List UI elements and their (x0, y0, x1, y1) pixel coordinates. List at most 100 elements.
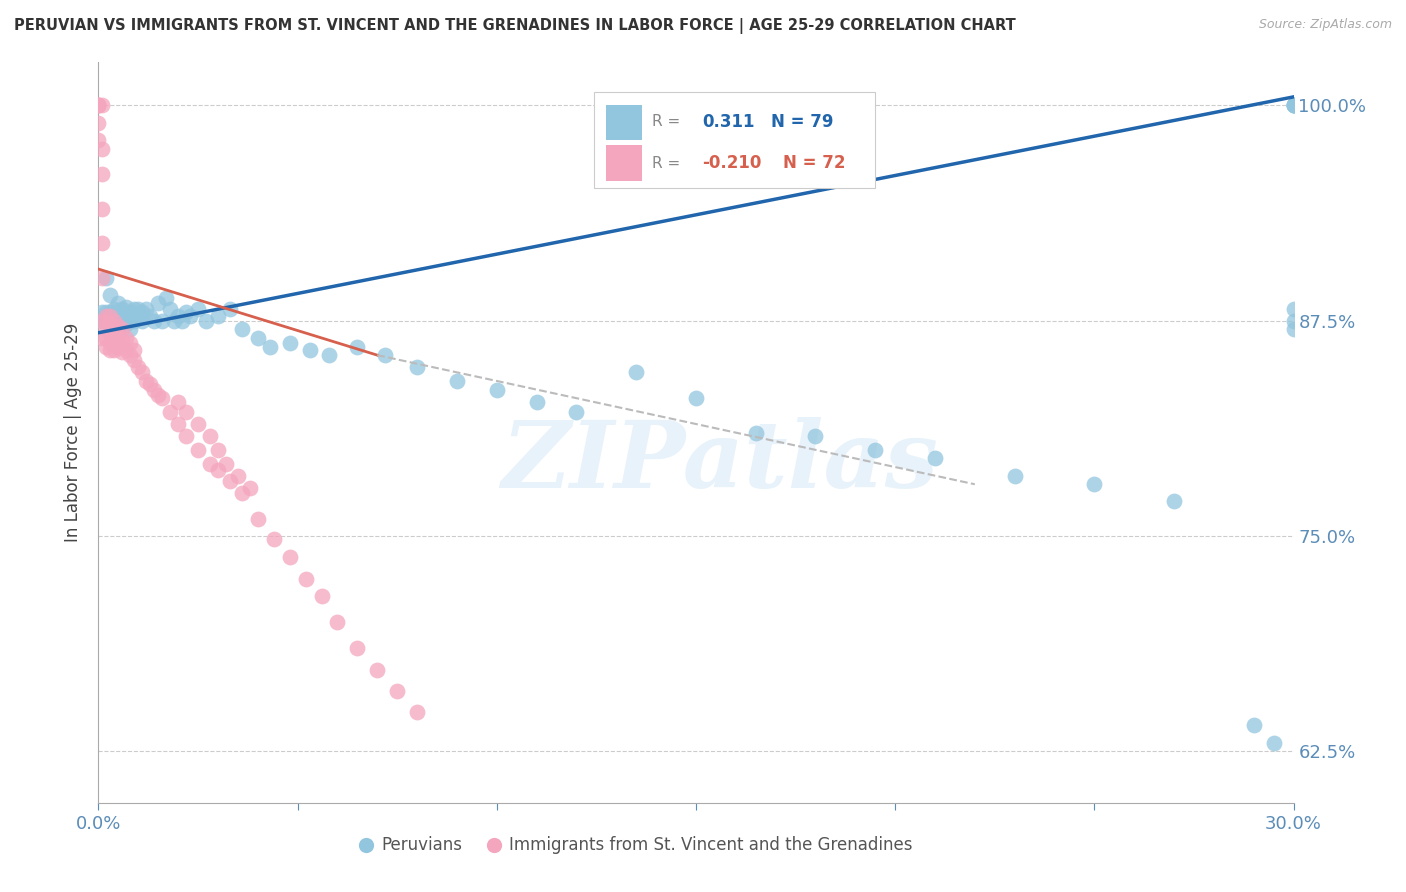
Point (111, 301, 134, 316)
Point (167, 394, 190, 409)
Point (294, 572, 316, 586)
Point (406, 705, 429, 719)
Point (98, 305, 122, 319)
Point (167, 417, 190, 431)
Point (1282, 301, 1305, 316)
Point (111, 322, 134, 336)
Point (98, 343, 122, 357)
Point (485, 383, 508, 397)
Point (115, 300, 138, 314)
Point (135, 374, 157, 388)
Point (91, 142, 114, 156)
Point (207, 309, 229, 323)
Point (111, 344, 134, 359)
Point (91, 98, 114, 112)
Text: N = 79: N = 79 (772, 112, 834, 130)
Point (174, 429, 197, 443)
Point (278, 336, 301, 351)
Point (1282, 322, 1305, 336)
Point (406, 360, 429, 375)
Point (87, 98, 110, 112)
Point (107, 305, 129, 319)
Point (150, 314, 173, 328)
Point (115, 317, 138, 331)
Point (91, 236, 114, 251)
Point (103, 314, 125, 328)
Point (198, 429, 221, 443)
Point (187, 301, 209, 316)
Point (1282, 98, 1305, 112)
Point (207, 442, 229, 457)
Point (924, 451, 946, 466)
Point (124, 314, 146, 328)
Point (150, 391, 173, 405)
Point (1282, 98, 1305, 112)
Point (1083, 477, 1105, 491)
Point (198, 457, 221, 471)
Point (231, 486, 253, 500)
Point (98, 336, 122, 351)
Point (298, 343, 321, 357)
Point (87, 98, 110, 112)
Point (96, 314, 118, 328)
Point (685, 391, 707, 405)
Point (91, 270, 114, 285)
Point (215, 457, 238, 471)
Point (366, 663, 388, 677)
Point (446, 374, 468, 388)
Point (174, 305, 197, 319)
Point (131, 365, 153, 379)
Point (91, 314, 114, 328)
Point (96, 314, 118, 328)
Point (103, 314, 125, 328)
Point (167, 309, 190, 323)
Point (865, 442, 887, 457)
Point (107, 322, 129, 336)
Point (96, 305, 118, 319)
Point (626, 365, 648, 379)
Point (1163, 494, 1185, 508)
Point (107, 339, 129, 353)
Point (259, 339, 281, 353)
Point (179, 309, 201, 323)
Point (127, 309, 149, 323)
Point (263, 533, 285, 547)
Point (103, 331, 125, 345)
Point (346, 640, 368, 655)
Point (96, 339, 118, 353)
Point (98, 309, 122, 323)
Point (318, 348, 340, 362)
Point (139, 309, 162, 323)
Point (159, 301, 181, 316)
Point (131, 314, 153, 328)
Point (120, 348, 142, 362)
Point (103, 322, 125, 336)
Point (111, 309, 134, 323)
Point (239, 481, 262, 495)
Point (107, 329, 129, 343)
Point (187, 442, 209, 457)
Point (87, 116, 110, 130)
Point (127, 360, 149, 375)
Point (111, 314, 134, 328)
Point (87, 98, 110, 112)
Text: -0.210: -0.210 (702, 154, 761, 172)
Point (98, 288, 122, 302)
Point (91, 314, 114, 328)
Point (91, 331, 114, 345)
Point (155, 291, 177, 305)
Text: 0.311: 0.311 (702, 112, 755, 130)
Point (91, 167, 114, 181)
Point (311, 589, 333, 603)
Point (131, 305, 153, 319)
Legend: Peruvians, Immigrants from St. Vincent and the Grenadines: Peruvians, Immigrants from St. Vincent a… (353, 830, 920, 861)
Text: N = 72: N = 72 (783, 154, 846, 172)
Point (1282, 98, 1305, 112)
Point (231, 322, 253, 336)
Point (346, 339, 368, 353)
Point (219, 301, 242, 316)
Text: R =: R = (652, 114, 681, 129)
Point (96, 322, 118, 336)
Point (172, 314, 194, 328)
Text: ZIPatlas: ZIPatlas (502, 417, 938, 508)
